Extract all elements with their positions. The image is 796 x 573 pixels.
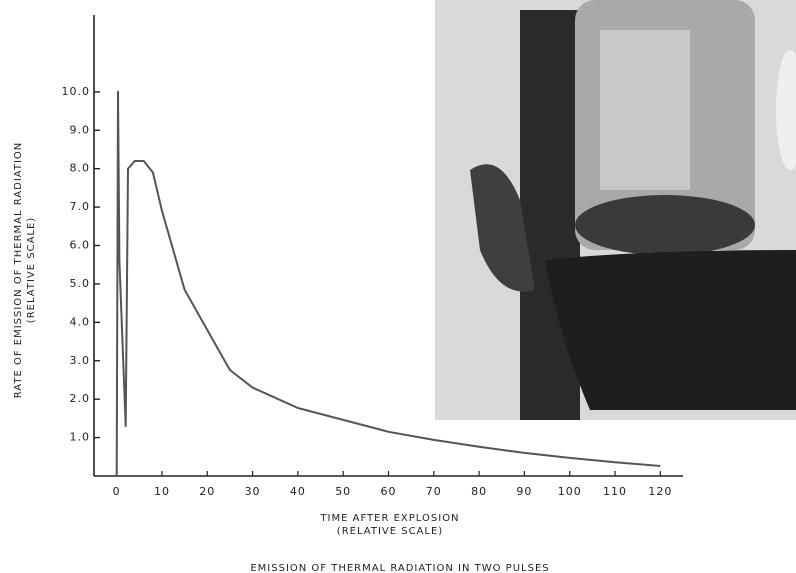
x-tick-label: 90 — [516, 485, 532, 498]
line-series — [115, 90, 661, 477]
y-tick-label: 8.0 — [70, 162, 91, 175]
y-tick-label: 5.0 — [70, 277, 91, 290]
y-tick-label: 1.0 — [70, 431, 91, 444]
y-tick-label: 7.0 — [70, 200, 91, 213]
x-tick-label: 80 — [471, 485, 487, 498]
chart-title: EMISSION OF THERMAL RADIATION IN TWO PUL… — [250, 563, 549, 573]
x-tick-label: 10 — [154, 485, 170, 498]
x-tick-label: 120 — [648, 485, 672, 498]
x-tick-label: 100 — [558, 485, 582, 498]
x-tick-label: 70 — [426, 485, 442, 498]
y-axis-label: RATE OF EMISSION OF THERMAL RADIATION — [13, 142, 24, 399]
x-axis-label: TIME AFTER EXPLOSION — [319, 513, 459, 524]
y-tick-label: 2.0 — [70, 392, 91, 405]
x-tick-label: 0 — [113, 485, 121, 498]
x-tick-label: 20 — [199, 485, 215, 498]
x-tick-label: 50 — [335, 485, 351, 498]
y-tick-label: 3.0 — [70, 354, 91, 367]
y-axis-label: (RELATIVE SCALE) — [26, 217, 37, 323]
x-axis-label: (RELATIVE SCALE) — [337, 526, 443, 537]
photo — [435, 0, 796, 420]
x-tick-label: 30 — [245, 485, 261, 498]
y-tick-label: 9.0 — [70, 123, 91, 136]
y-tick-label: 4.0 — [70, 315, 91, 328]
x-tick-label: 40 — [290, 485, 306, 498]
y-tick-label: 10.0 — [62, 85, 91, 98]
x-tick-label: 110 — [603, 485, 627, 498]
y-tick-label: 6.0 — [70, 239, 91, 252]
x-tick-label: 60 — [381, 485, 397, 498]
